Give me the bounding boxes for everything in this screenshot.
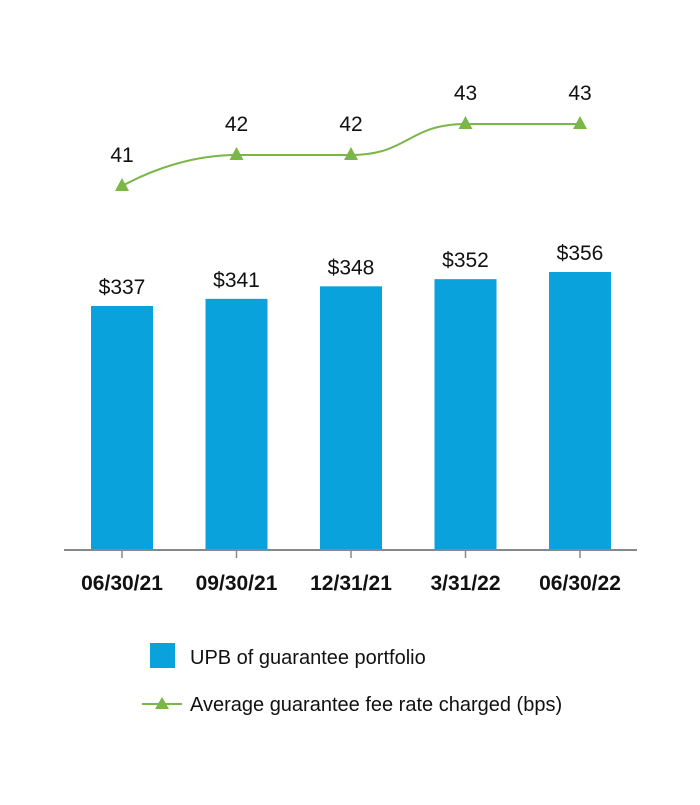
x-tick-label: 3/31/22 bbox=[430, 572, 500, 595]
x-tick-label: 12/31/21 bbox=[310, 572, 392, 595]
line-marker-06/30/21 bbox=[115, 178, 129, 191]
legend-line-label: Average guarantee fee rate charged (bps) bbox=[190, 694, 562, 716]
bar-06/30/22 bbox=[549, 272, 611, 550]
bar-09/30/21 bbox=[205, 298, 268, 550]
bar-value-label: $348 bbox=[328, 256, 375, 279]
line-value-label: 42 bbox=[225, 113, 248, 136]
line-value-label: 43 bbox=[568, 82, 591, 105]
line-value-label: 43 bbox=[454, 82, 477, 105]
bar-value-label: $352 bbox=[442, 249, 489, 272]
line-marker-3/31/22 bbox=[458, 116, 473, 129]
line-value-label: 42 bbox=[339, 113, 362, 136]
x-tick-label: 09/30/21 bbox=[196, 572, 278, 595]
legend-bar-swatch bbox=[150, 643, 175, 668]
bars-layer bbox=[91, 272, 611, 550]
legend-bar-label: UPB of guarantee portfolio bbox=[190, 647, 426, 669]
bar-06/30/21 bbox=[91, 306, 153, 550]
x-tick-label: 06/30/21 bbox=[81, 572, 163, 595]
line-value-label: 41 bbox=[110, 144, 133, 167]
x-tick-label: 06/30/22 bbox=[539, 572, 621, 595]
bar-12/31/21 bbox=[320, 286, 382, 550]
bar-value-label: $337 bbox=[99, 276, 146, 299]
bar-3/31/22 bbox=[434, 279, 497, 550]
line-layer bbox=[115, 116, 587, 191]
line-marker-06/30/22 bbox=[573, 116, 587, 129]
bar-value-label: $341 bbox=[213, 269, 260, 292]
line-marker-09/30/21 bbox=[229, 147, 244, 160]
bar-value-label: $356 bbox=[557, 242, 604, 265]
line-marker-12/31/21 bbox=[344, 147, 358, 160]
legend-line-marker bbox=[155, 697, 169, 709]
x-axis: 06/30/21 09/30/21 12/31/21 3/31/22 06/30/22 bbox=[64, 549, 637, 595]
legend: UPB of guarantee portfolio Average guara… bbox=[142, 643, 562, 716]
labels-layer: $337 $341 $348 $352 $356 41 42 42 43 43 bbox=[99, 82, 604, 299]
